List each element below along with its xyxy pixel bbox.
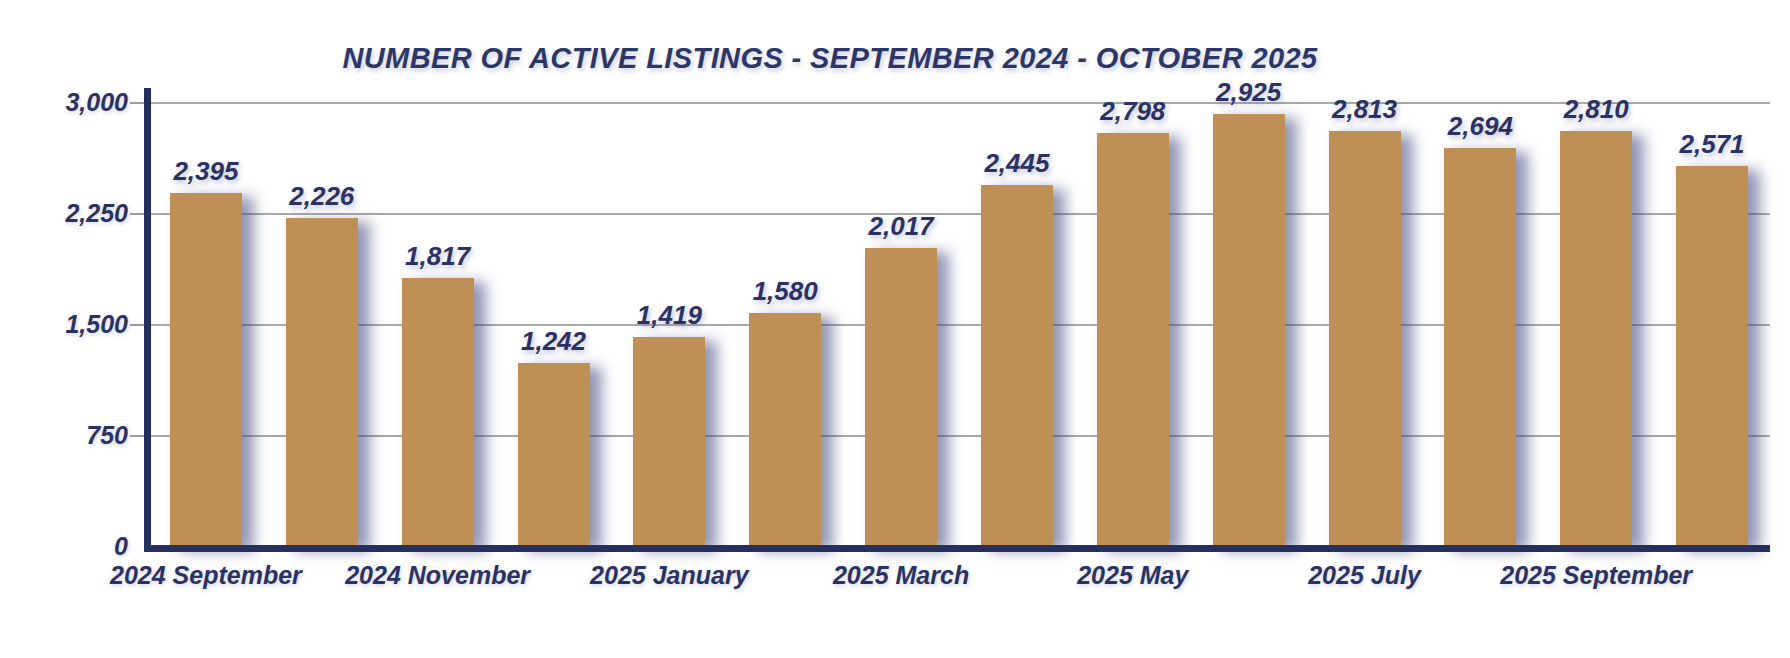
x-axis-line [144,545,1770,552]
bar [1560,131,1632,545]
bar [518,363,590,545]
bar [402,278,474,545]
gridline [151,324,1770,326]
bar [1329,131,1401,545]
y-axis-tick [130,435,145,437]
bar-value-label: 2,017 [826,211,976,242]
bar [286,218,358,545]
bar [1676,166,1748,545]
bar-value-label: 1,817 [363,241,513,272]
bar-value-label: 2,571 [1637,129,1787,160]
bar-value-label: 2,226 [247,181,397,212]
y-tick-label: 3,000 [0,88,128,117]
bar-value-label: 2,445 [942,148,1092,179]
bar [981,185,1053,545]
bar [1444,148,1516,545]
y-tick-label: 2,250 [0,199,128,228]
y-axis-tick [130,324,145,326]
chart-title: NUMBER OF ACTIVE LISTINGS - SEPTEMBER 20… [0,42,1790,75]
bar-value-label: 2,810 [1521,94,1671,125]
bar [1097,133,1169,545]
x-tick-label: 2025 September [1456,561,1736,590]
bar [749,313,821,545]
gridline [151,435,1770,437]
bar-value-label: 1,580 [710,276,860,307]
bar [865,248,937,545]
bar [1213,114,1285,545]
y-axis-tick [130,213,145,215]
y-tick-label: 1,500 [0,310,128,339]
bar [633,337,705,545]
active-listings-bar-chart: NUMBER OF ACTIVE LISTINGS - SEPTEMBER 20… [0,0,1790,658]
y-tick-label: 0 [0,532,128,561]
y-axis-tick [130,102,145,104]
y-tick-label: 750 [0,421,128,450]
bar [170,193,242,545]
